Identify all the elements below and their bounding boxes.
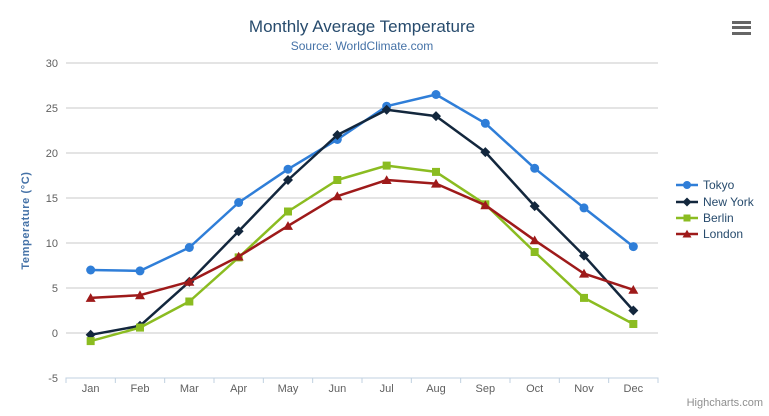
- data-point-tokyo[interactable]: [135, 266, 145, 276]
- data-point-berlin[interactable]: [382, 161, 391, 170]
- data-point-berlin[interactable]: [284, 207, 292, 216]
- data-point-london[interactable]: [431, 178, 441, 188]
- x-tick-label: Feb: [131, 383, 150, 395]
- data-point-new-york[interactable]: [283, 175, 293, 185]
- hamburger-icon: [732, 21, 751, 35]
- legend-item-london[interactable]: London: [676, 226, 754, 242]
- x-tick-label: May: [278, 383, 299, 395]
- x-tick-label: Apr: [230, 383, 247, 395]
- data-point-tokyo[interactable]: [184, 243, 194, 252]
- series-line-london: [89, 178, 635, 300]
- data-point-berlin[interactable]: [86, 337, 95, 346]
- data-point-london[interactable]: [332, 191, 343, 201]
- x-tick-label: Oct: [526, 383, 543, 395]
- data-point-tokyo[interactable]: [579, 203, 589, 213]
- data-point-tokyo[interactable]: [283, 164, 293, 174]
- x-tick-label: Jul: [380, 383, 394, 395]
- legend-label: New York: [703, 194, 754, 209]
- data-point-new-york[interactable]: [381, 104, 392, 115]
- x-tick-label: Dec: [624, 383, 644, 395]
- y-tick-label: 30: [46, 58, 58, 70]
- export-menu-button[interactable]: [732, 21, 751, 35]
- data-point-new-york[interactable]: [480, 147, 491, 158]
- data-point-new-york[interactable]: [431, 111, 441, 122]
- legend-marker-triangle-icon: [676, 230, 698, 238]
- x-tick-label: Mar: [180, 383, 199, 395]
- legend-label: Tokyo: [703, 178, 735, 193]
- y-tick-label: 5: [52, 283, 58, 295]
- data-point-london[interactable]: [85, 293, 96, 302]
- data-point-new-york[interactable]: [579, 250, 589, 261]
- data-point-tokyo[interactable]: [530, 163, 540, 173]
- series-line-berlin: [89, 164, 635, 343]
- y-tick-label: 10: [46, 238, 58, 250]
- data-point-berlin[interactable]: [333, 176, 342, 184]
- y-tick-label: 0: [52, 328, 58, 340]
- legend-label: London: [703, 227, 744, 242]
- series-line-tokyo: [89, 93, 635, 273]
- series-new-york: [85, 104, 639, 340]
- series-tokyo: [86, 90, 638, 276]
- legend-item-tokyo[interactable]: Tokyo: [676, 177, 754, 193]
- data-point-tokyo[interactable]: [431, 90, 441, 99]
- x-tick-label: Nov: [574, 383, 594, 395]
- y-tick-label: 20: [46, 148, 58, 160]
- series-line-new-york: [89, 108, 635, 337]
- data-point-berlin[interactable]: [185, 297, 194, 306]
- series-london: [85, 175, 639, 302]
- data-point-london[interactable]: [529, 235, 540, 245]
- legend-marker-diamond-icon: [676, 197, 698, 207]
- chart-subtitle: Source: WorldClimate.com: [290, 39, 434, 53]
- data-point-london[interactable]: [233, 251, 244, 261]
- data-point-tokyo[interactable]: [234, 198, 244, 207]
- credits-link[interactable]: Highcharts.com: [686, 397, 763, 409]
- data-point-london[interactable]: [381, 175, 392, 184]
- data-point-new-york[interactable]: [628, 305, 639, 316]
- data-point-tokyo[interactable]: [480, 118, 490, 128]
- y-axis-title: Temperature (°C): [20, 171, 32, 269]
- data-point-berlin[interactable]: [580, 293, 588, 302]
- data-point-berlin[interactable]: [629, 320, 638, 328]
- data-point-tokyo[interactable]: [86, 265, 96, 275]
- legend-label: Berlin: [703, 210, 734, 225]
- legend: Tokyo New York Berlin London: [676, 177, 754, 243]
- y-tick-label: 25: [46, 103, 58, 115]
- data-point-berlin[interactable]: [432, 167, 440, 176]
- legend-marker-circle-icon: [676, 181, 698, 190]
- x-tick-label: Aug: [426, 383, 446, 395]
- data-point-london[interactable]: [628, 285, 639, 294]
- data-point-london[interactable]: [579, 268, 589, 278]
- data-point-london[interactable]: [135, 290, 145, 300]
- y-tick-label: 15: [46, 193, 58, 205]
- data-point-berlin[interactable]: [530, 248, 539, 256]
- data-point-london[interactable]: [283, 221, 293, 230]
- x-tick-label: Jun: [328, 383, 346, 395]
- data-point-tokyo[interactable]: [628, 242, 638, 252]
- data-point-new-york[interactable]: [529, 201, 540, 212]
- x-tick-label: Sep: [476, 383, 496, 395]
- data-point-new-york[interactable]: [332, 130, 343, 140]
- legend-item-berlin[interactable]: Berlin: [676, 210, 754, 226]
- data-point-london[interactable]: [480, 200, 491, 210]
- legend-marker-square-icon: [676, 214, 698, 222]
- data-point-new-york[interactable]: [233, 226, 244, 237]
- chart-title: Monthly Average Temperature: [248, 17, 476, 36]
- y-tick-label: -5: [48, 373, 58, 385]
- x-tick-label: Jan: [82, 383, 100, 395]
- data-point-berlin[interactable]: [136, 323, 144, 332]
- data-point-london[interactable]: [184, 276, 195, 286]
- legend-item-new-york[interactable]: New York: [676, 193, 754, 209]
